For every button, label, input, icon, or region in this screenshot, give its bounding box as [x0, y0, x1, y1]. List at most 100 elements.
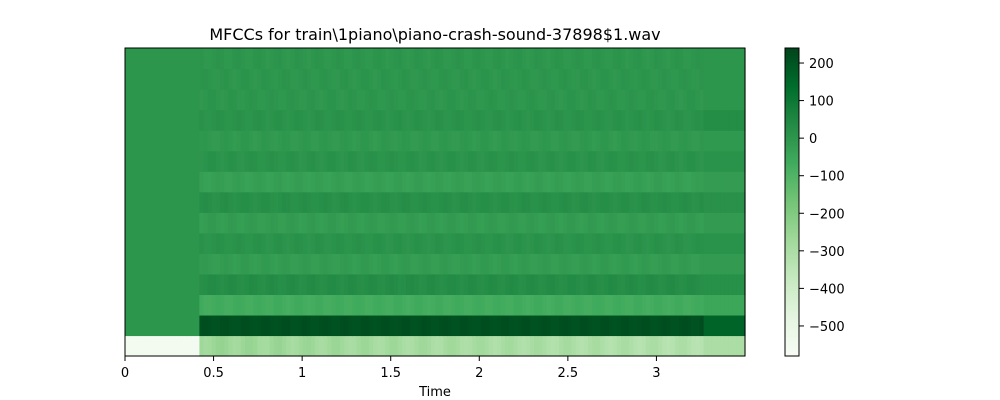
heatmap-cell: [224, 314, 229, 337]
heatmap-cell: [418, 150, 424, 172]
heatmap-cell: [530, 191, 535, 213]
heatmap-cell: [612, 335, 618, 357]
heatmap-cell: [695, 191, 701, 213]
heatmap-cell: [534, 273, 539, 295]
heatmap-cell: [282, 48, 287, 70]
heatmap-cell: [182, 171, 188, 193]
heatmap-cell: [505, 253, 510, 275]
heatmap-cell: [414, 171, 420, 193]
heatmap-cell: [534, 191, 539, 213]
heatmap-cell: [480, 212, 486, 234]
heatmap-cell: [711, 253, 717, 275]
heatmap-cell: [265, 68, 271, 90]
heatmap-cell: [368, 89, 374, 111]
heatmap-cell: [604, 335, 610, 357]
heatmap-cell: [149, 232, 155, 254]
x-tick-label: 0.5: [203, 366, 224, 381]
heatmap-cell: [290, 212, 296, 234]
heatmap-cell: [339, 212, 345, 234]
heatmap-cell: [253, 191, 258, 213]
heatmap-cell: [426, 212, 432, 234]
heatmap-cell: [600, 232, 606, 254]
heatmap-cell: [443, 48, 448, 70]
heatmap-cell: [716, 232, 721, 254]
heatmap-cell: [401, 171, 407, 193]
heatmap-cell: [687, 314, 692, 337]
heatmap-cell: [707, 253, 713, 275]
heatmap-cell: [401, 335, 407, 357]
heatmap-cell: [191, 48, 196, 70]
heatmap-cell: [224, 253, 229, 275]
heatmap-cell: [612, 273, 618, 295]
heatmap-cell: [389, 171, 395, 193]
heatmap-cell: [257, 191, 262, 213]
heatmap-cell: [674, 314, 680, 337]
heatmap-cell: [145, 212, 151, 234]
heatmap-cell: [472, 191, 477, 213]
heatmap-cell: [331, 314, 337, 337]
heatmap-cell: [240, 212, 246, 234]
heatmap-cell: [410, 150, 415, 172]
heatmap-cell: [215, 130, 221, 152]
heatmap-cell: [720, 314, 725, 337]
heatmap-cell: [277, 48, 283, 70]
heatmap-cell: [422, 48, 428, 70]
heatmap-cell: [472, 150, 477, 172]
heatmap-cell: [637, 294, 643, 316]
heatmap-cell: [265, 335, 271, 357]
heatmap-cell: [306, 314, 312, 337]
heatmap-cell: [662, 109, 668, 131]
heatmap-cell: [662, 294, 668, 316]
heatmap-cell: [612, 212, 618, 234]
heatmap-cell: [451, 171, 457, 193]
heatmap-cell: [306, 232, 312, 254]
heatmap-cell: [538, 68, 544, 90]
heatmap-cell: [129, 150, 134, 172]
heatmap-cell: [472, 232, 477, 254]
heatmap-cell: [633, 253, 639, 275]
heatmap-cell: [563, 109, 568, 131]
heatmap-cell: [616, 314, 622, 337]
heatmap-cell: [364, 232, 370, 254]
heatmap-cell: [550, 68, 556, 90]
heatmap-cell: [521, 212, 527, 234]
heatmap-cell: [220, 48, 225, 70]
heatmap-cell: [530, 273, 535, 295]
heatmap-cell: [596, 48, 601, 70]
heatmap-cell: [298, 335, 304, 357]
heatmap-cell: [257, 273, 262, 295]
heatmap-cell: [670, 89, 676, 111]
heatmap-cell: [625, 68, 630, 90]
heatmap-cell: [170, 191, 176, 213]
heatmap-cell: [422, 294, 428, 316]
heatmap-cell: [215, 68, 221, 90]
heatmap-cell: [480, 109, 486, 131]
heatmap-cell: [501, 191, 506, 213]
heatmap-cell: [550, 314, 556, 337]
heatmap-cell: [166, 294, 172, 316]
heatmap-cell: [488, 109, 494, 131]
x-tick-label: 1.5: [380, 366, 401, 381]
colorbar-tick-label: −200: [809, 207, 845, 222]
heatmap-cell: [373, 335, 378, 357]
heatmap-cell: [501, 335, 506, 357]
heatmap-cell: [542, 150, 548, 172]
heatmap-cell: [137, 232, 143, 254]
heatmap-cell: [344, 171, 349, 193]
heatmap-cell: [153, 335, 159, 357]
heatmap-cell: [505, 171, 510, 193]
heatmap-cell: [579, 232, 585, 254]
heatmap-cell: [389, 212, 395, 234]
heatmap-cell: [476, 212, 482, 234]
heatmap-cell: [195, 273, 200, 295]
heatmap-cell: [393, 191, 399, 213]
heatmap-cell: [360, 109, 366, 131]
heatmap-cell: [443, 109, 448, 131]
heatmap-cell: [728, 150, 734, 172]
heatmap-cell: [215, 294, 221, 316]
heatmap-cell: [587, 335, 593, 357]
heatmap-cell: [707, 273, 713, 295]
heatmap-cell: [397, 109, 403, 131]
heatmap-cell: [637, 171, 643, 193]
heatmap-cell: [232, 253, 238, 275]
